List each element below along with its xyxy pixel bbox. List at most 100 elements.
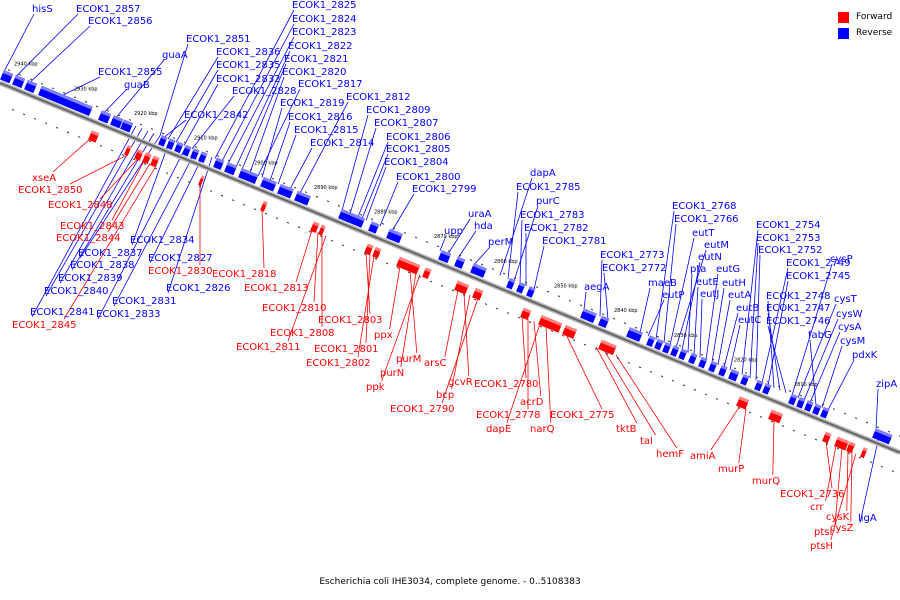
forward-gene: [822, 431, 832, 444]
forward-gene-label: ECOK1_2843: [60, 221, 125, 232]
label-connector: [507, 191, 519, 279]
track-tick: [843, 412, 847, 415]
track-tick: [326, 200, 330, 203]
track-tick: [172, 137, 176, 139]
reverse-gene-label: ECOK1_2783: [520, 210, 585, 221]
track-tick: [44, 122, 48, 125]
track-tick: [315, 195, 319, 198]
reverse-gene-label: ECOK1_2842: [184, 110, 249, 121]
reverse-gene-label: ECOK1_2836: [216, 47, 281, 58]
track-tick: [462, 294, 466, 296]
reverse-gene-label: ECOK1_2747: [766, 303, 831, 314]
legend-item-reverse: Reverse: [838, 25, 892, 41]
label-connector: [447, 218, 471, 255]
track-tick: [440, 285, 444, 287]
label-connector: [797, 303, 837, 398]
label-connector: [451, 294, 471, 390]
forward-gene-label: ECOK1_2780: [474, 379, 539, 390]
reverse-gene-label: upp: [444, 226, 463, 237]
label-connector: [791, 263, 833, 396]
reverse-gene-label: ECOK1_2857: [76, 4, 141, 15]
label-connector: [772, 419, 775, 476]
track-tick: [781, 425, 785, 427]
label-connector: [738, 408, 747, 464]
reverse-gene-label: ECOK1_2785: [516, 182, 581, 193]
label-connector: [603, 349, 656, 436]
reverse-gene-label: dapA: [530, 168, 556, 179]
reverse-gene-label: guaA: [162, 50, 188, 61]
reverse-gene: [662, 342, 672, 354]
label-connector: [767, 300, 775, 388]
track-tick: [198, 185, 202, 188]
track-tick: [55, 126, 59, 129]
track-tick: [623, 322, 627, 325]
reverse-gene-label: eutH: [722, 278, 746, 289]
label-connector: [167, 56, 219, 140]
label-connector: [214, 9, 295, 159]
reverse-gene-label: uraA: [468, 209, 492, 220]
track-tick: [436, 245, 440, 248]
forward-gene: [598, 339, 617, 356]
reverse-gene-label: eutN: [698, 252, 722, 263]
reverse-gene-label: fabG: [808, 330, 832, 341]
reverse-gene-label: ECOK1_2806: [386, 132, 451, 143]
track-tick: [524, 281, 528, 284]
scale-label: 2850 kbp: [554, 284, 578, 290]
reverse-gene: [506, 278, 516, 290]
label-connector: [767, 325, 787, 393]
track-tick: [110, 149, 114, 152]
label-connector: [506, 323, 541, 424]
track-tick: [341, 244, 345, 247]
forward-gene-label: cysZ: [830, 523, 854, 534]
label-connector: [295, 230, 313, 283]
forward-gene: [472, 288, 484, 301]
label-connector: [859, 431, 881, 524]
label-connector: [289, 147, 313, 190]
legend-label-reverse: Reverse: [856, 28, 893, 38]
track-tick: [557, 295, 561, 298]
track-tick: [616, 357, 620, 360]
label-connector: [167, 156, 213, 294]
track-tick: [770, 420, 774, 423]
track-tick: [11, 108, 15, 111]
reverse-gene-label: eutA: [728, 290, 751, 301]
label-connector: [261, 209, 265, 269]
label-connector: [365, 252, 371, 315]
reverse-gene-label: cysT: [834, 294, 858, 305]
label-connector: [821, 345, 843, 408]
forward-gene-label: xseA: [32, 173, 56, 184]
track-tick: [370, 218, 374, 221]
track-tick: [88, 140, 92, 143]
track-tick: [579, 304, 583, 307]
track-tick: [132, 158, 136, 161]
track-tick: [810, 399, 814, 401]
forward-gene-label: ECOK1_2790: [390, 404, 455, 415]
forward-gene: [310, 221, 320, 234]
label-connector: [599, 259, 603, 317]
forward-gene-label: hemF: [656, 449, 684, 460]
track-tick: [33, 117, 37, 120]
track-tick: [165, 172, 169, 174]
genome-backbone-core: [0, 82, 900, 454]
forward-gene-label: ptsI: [814, 527, 832, 538]
legend-label-forward: Forward: [856, 12, 893, 22]
reverse-gene-label: ECOK1_2748: [766, 291, 831, 302]
forward-gene-label: ECOK1_2850: [18, 185, 83, 196]
label-connector: [313, 232, 319, 303]
reverse-gene-label: ECOK1_2819: [280, 98, 345, 109]
label-connector: [249, 76, 285, 173]
reverse-gene: [166, 138, 176, 150]
reverse-gene-label: ECOK1_2833: [96, 309, 161, 320]
track-tick: [51, 87, 55, 90]
track-tick: [84, 100, 88, 103]
label-connector: [159, 43, 189, 136]
legend: Forward Reverse: [838, 9, 892, 41]
reverse-gene-label: aegA: [584, 282, 610, 293]
scale-label: 2920 kbp: [134, 111, 158, 117]
track-tick: [634, 326, 638, 329]
label-connector: [29, 25, 91, 83]
reverse-gene-label: ECOK1_2822: [288, 41, 353, 52]
reverse-gene-label: ECOK1_2837: [78, 248, 143, 259]
track-tick: [286, 221, 290, 224]
